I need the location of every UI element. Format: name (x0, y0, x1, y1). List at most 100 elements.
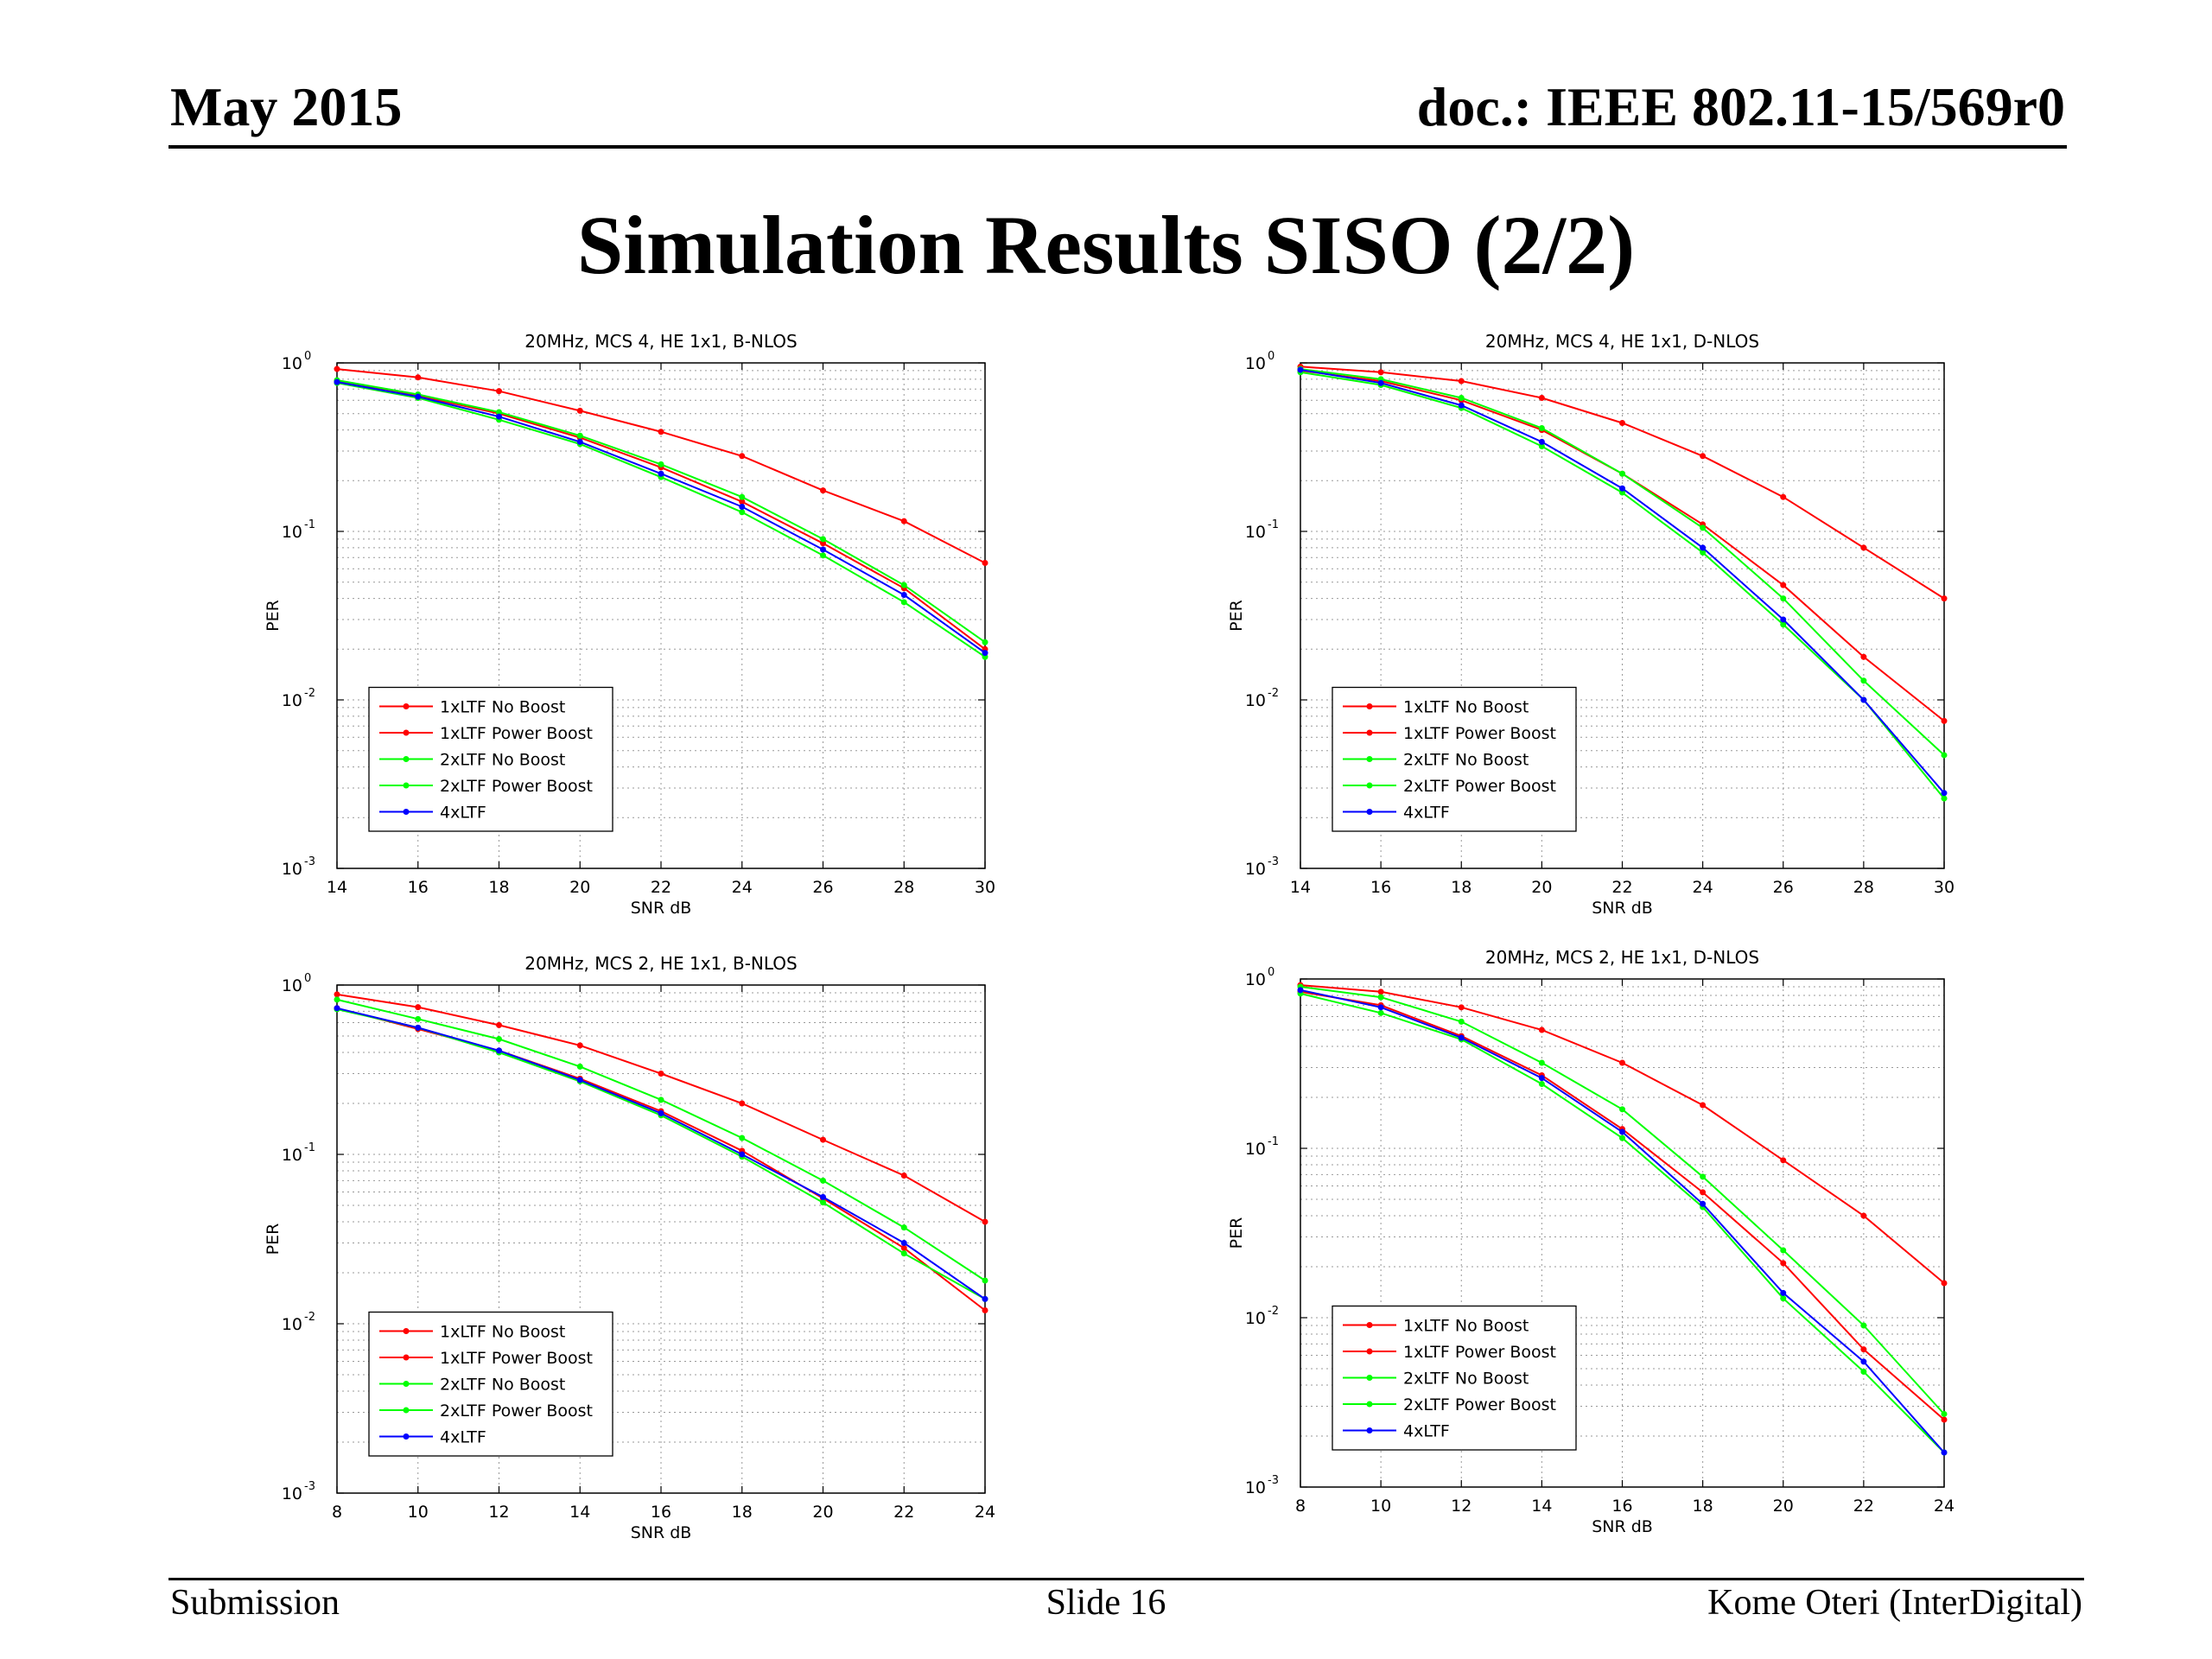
data-point (1458, 1004, 1465, 1011)
legend-entry: 1xLTF No Boost (440, 698, 565, 717)
x-axis-label: SNR dB (1592, 899, 1653, 918)
data-point (1619, 1135, 1625, 1141)
data-point (1860, 696, 1867, 703)
data-point (982, 650, 988, 657)
y-tick-label: 10 (282, 1146, 302, 1165)
data-point (1860, 544, 1867, 551)
y-axis-label: PER (1227, 600, 1246, 632)
data-point (496, 1021, 502, 1028)
data-point (1458, 1018, 1465, 1025)
legend-entry: 1xLTF Power Boost (1403, 724, 1556, 743)
chart-title: 20MHz, MCS 2, HE 1x1, B-NLOS (524, 953, 797, 974)
x-tick-label: 18 (1451, 878, 1471, 897)
data-point (900, 1250, 907, 1257)
x-tick-label: 28 (893, 878, 914, 897)
data-point (1619, 1106, 1625, 1113)
data-point (739, 499, 746, 505)
y-axis-label: PER (264, 600, 283, 632)
y-tick-exponent: -1 (1268, 518, 1279, 531)
legend-marker (1366, 756, 1373, 762)
y-axis-label: PER (1227, 1217, 1246, 1249)
data-point (1780, 595, 1787, 602)
data-point (1941, 790, 1948, 797)
data-point (900, 518, 907, 524)
y-tick-exponent: -2 (1268, 1305, 1279, 1318)
y-tick-label: 10 (1245, 1140, 1266, 1159)
y-tick-exponent: -3 (1268, 1474, 1279, 1487)
data-point (334, 378, 340, 385)
data-point (1941, 595, 1948, 602)
x-tick-label: 22 (651, 878, 671, 897)
legend-marker (1366, 703, 1373, 709)
x-axis-label: SNR dB (631, 1523, 692, 1542)
legend-marker (1366, 1401, 1373, 1408)
data-point (496, 1035, 502, 1042)
legend-marker (1366, 1322, 1373, 1328)
data-point (900, 599, 907, 606)
x-tick-label: 20 (1531, 878, 1552, 897)
data-point (1941, 1410, 1948, 1417)
x-tick-label: 30 (1934, 878, 1955, 897)
y-tick-label: 10 (1245, 354, 1266, 373)
legend-marker (403, 1381, 410, 1387)
data-point (1780, 1247, 1787, 1254)
data-point (1780, 621, 1787, 628)
legend-marker (403, 1433, 410, 1440)
data-point (1780, 616, 1787, 623)
data-point (1619, 489, 1625, 496)
legend-marker (403, 1354, 410, 1361)
footer-divider (168, 1578, 2084, 1580)
legend-marker (403, 729, 410, 736)
legend-entry: 2xLTF Power Boost (1403, 1395, 1556, 1414)
data-point (1377, 1004, 1384, 1011)
legend-entry: 1xLTF No Boost (440, 1323, 565, 1342)
data-point (415, 1024, 422, 1031)
data-point (658, 470, 664, 477)
data-point (496, 409, 502, 416)
data-point (739, 453, 746, 460)
data-point (1458, 402, 1465, 409)
header-date: May 2015 (170, 76, 403, 137)
data-point (1538, 1059, 1545, 1066)
data-point (334, 991, 340, 998)
data-point (820, 546, 826, 553)
data-point (1619, 420, 1625, 427)
x-tick-label: 16 (408, 878, 429, 897)
data-point (900, 591, 907, 598)
header-divider (168, 145, 2067, 149)
legend-entry: 2xLTF No Boost (440, 1376, 565, 1395)
data-point (1377, 988, 1384, 995)
x-tick-label: 20 (812, 1503, 833, 1522)
data-point (982, 1277, 988, 1284)
data-point (496, 388, 502, 395)
data-point (982, 1218, 988, 1225)
legend-entry: 4xLTF (1403, 804, 1450, 823)
data-point (982, 559, 988, 566)
x-tick-label: 24 (1693, 878, 1713, 897)
x-tick-label: 10 (1370, 1497, 1391, 1516)
data-point (1780, 1157, 1787, 1164)
data-point (1700, 524, 1707, 531)
data-point (576, 432, 583, 439)
data-point (1377, 1009, 1384, 1016)
y-tick-label: 10 (1245, 970, 1266, 989)
x-tick-label: 16 (1370, 878, 1391, 897)
x-tick-label: 22 (1853, 1497, 1874, 1516)
data-point (1941, 1449, 1948, 1456)
data-point (1538, 1027, 1545, 1033)
data-point (1700, 1189, 1707, 1196)
y-axis-label: PER (264, 1224, 283, 1255)
y-tick-label: 10 (1245, 1478, 1266, 1497)
legend-entry: 1xLTF Power Boost (440, 724, 593, 743)
data-point (1860, 1212, 1867, 1219)
x-tick-label: 14 (1290, 878, 1311, 897)
data-point (900, 1239, 907, 1246)
data-point (739, 1100, 746, 1107)
data-point (1538, 442, 1545, 449)
x-tick-label: 20 (569, 878, 590, 897)
legend-entry: 1xLTF Power Boost (440, 1349, 593, 1368)
data-point (1297, 366, 1304, 373)
